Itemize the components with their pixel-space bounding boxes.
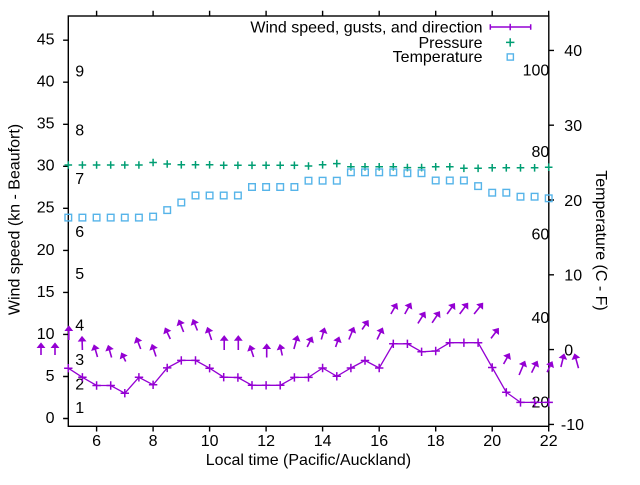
svg-text:25: 25 <box>37 200 55 217</box>
svg-text:14: 14 <box>314 433 332 450</box>
svg-text:10: 10 <box>564 268 582 285</box>
svg-text:Wind speed (kn - Beaufort): Wind speed (kn - Beaufort) <box>7 124 24 315</box>
svg-text:Temperature: Temperature <box>393 49 483 66</box>
svg-text:Local time (Pacific/Auckland): Local time (Pacific/Auckland) <box>206 452 411 469</box>
svg-text:9: 9 <box>75 64 84 81</box>
svg-text:45: 45 <box>37 32 55 49</box>
svg-text:20: 20 <box>37 242 55 259</box>
svg-text:40: 40 <box>564 43 582 60</box>
svg-text:30: 30 <box>37 158 55 175</box>
svg-text:60: 60 <box>532 227 550 244</box>
svg-text:5: 5 <box>75 266 84 283</box>
svg-text:0: 0 <box>564 342 573 359</box>
svg-text:2: 2 <box>75 377 84 394</box>
svg-text:16: 16 <box>370 433 388 450</box>
svg-text:20: 20 <box>483 433 501 450</box>
svg-text:0: 0 <box>46 410 55 427</box>
svg-text:22: 22 <box>540 433 558 450</box>
svg-text:Wind speed, gusts, and directi: Wind speed, gusts, and direction <box>250 20 482 37</box>
svg-text:3: 3 <box>75 352 84 369</box>
svg-text:10: 10 <box>37 326 55 343</box>
svg-text:40: 40 <box>37 74 55 91</box>
svg-text:40: 40 <box>532 310 550 327</box>
svg-text:8: 8 <box>149 433 158 450</box>
svg-text:100: 100 <box>523 62 550 79</box>
svg-text:6: 6 <box>75 224 84 241</box>
svg-text:Temperature (C - F): Temperature (C - F) <box>592 170 609 310</box>
svg-text:12: 12 <box>257 433 275 450</box>
svg-text:4: 4 <box>75 318 84 335</box>
svg-text:10: 10 <box>201 433 219 450</box>
svg-text:20: 20 <box>532 395 550 412</box>
svg-text:15: 15 <box>37 284 55 301</box>
svg-text:35: 35 <box>37 116 55 133</box>
svg-text:6: 6 <box>92 433 101 450</box>
svg-text:20: 20 <box>564 193 582 210</box>
svg-text:-10: -10 <box>561 417 584 434</box>
svg-text:8: 8 <box>75 123 84 140</box>
svg-text:30: 30 <box>564 118 582 135</box>
svg-text:7: 7 <box>75 171 84 188</box>
svg-text:80: 80 <box>532 144 550 161</box>
svg-text:5: 5 <box>46 368 55 385</box>
svg-text:1: 1 <box>75 400 84 417</box>
svg-text:18: 18 <box>427 433 445 450</box>
svg-text:Pressure: Pressure <box>418 35 482 52</box>
